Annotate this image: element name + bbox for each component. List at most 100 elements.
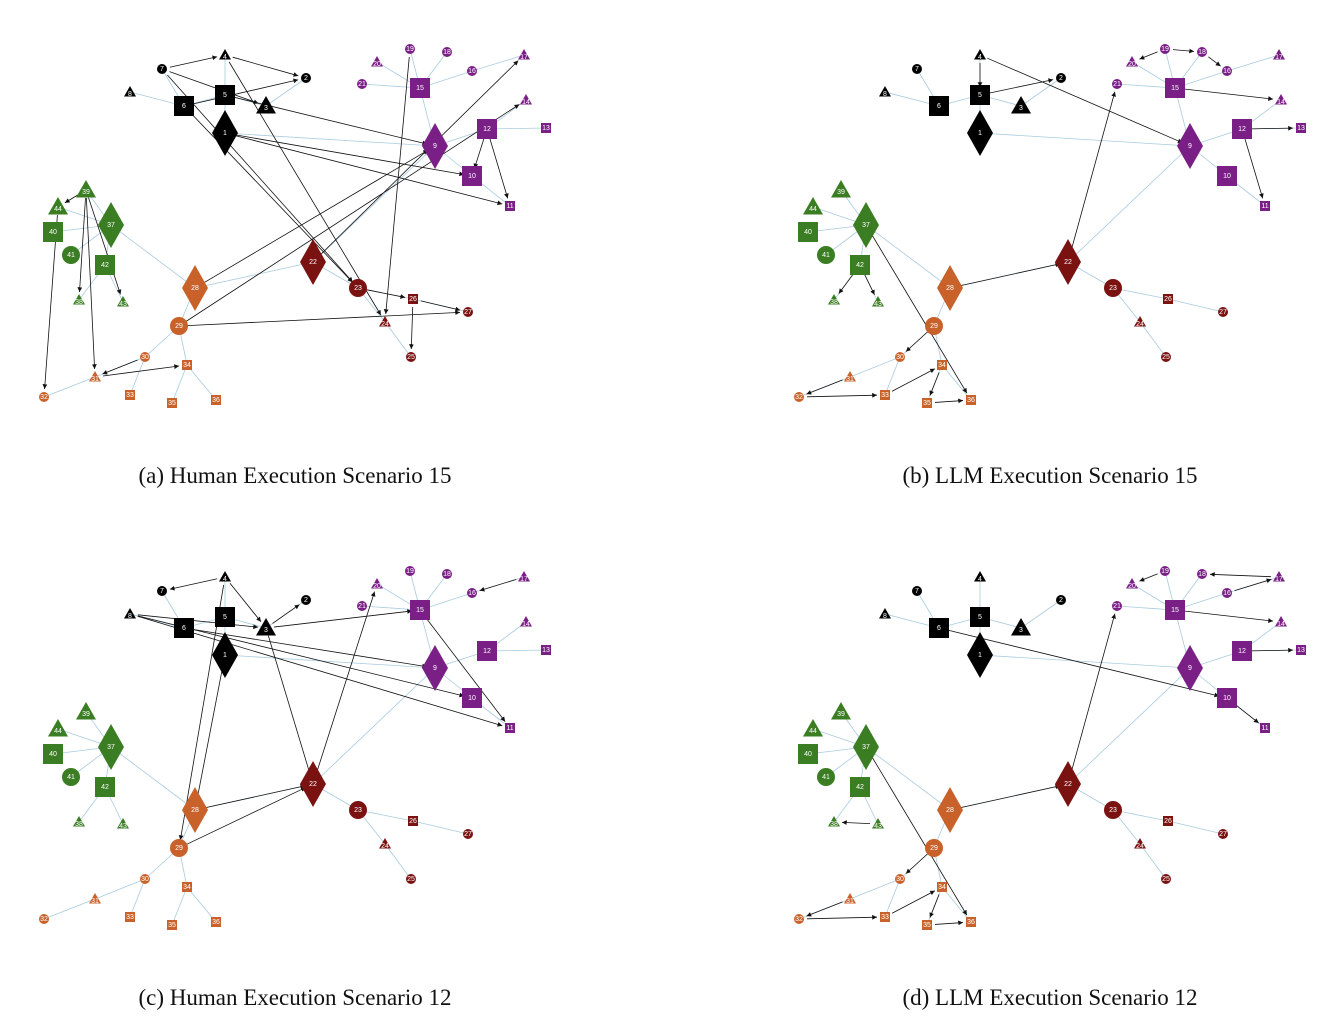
node-label: 43 xyxy=(119,823,127,830)
node-label: 21 xyxy=(358,81,366,88)
node xyxy=(1011,96,1031,114)
node-label: 14 xyxy=(522,621,530,628)
node-label: 10 xyxy=(468,695,476,702)
edge xyxy=(43,898,96,920)
action-edge xyxy=(88,197,122,295)
node xyxy=(95,255,115,275)
node-label: 17 xyxy=(520,54,528,61)
node xyxy=(505,201,515,211)
action-edge xyxy=(420,300,461,312)
node xyxy=(379,316,391,327)
node-label: 43 xyxy=(874,823,882,830)
node xyxy=(170,839,188,857)
caption: (d) LLM Execution Scenario 12 xyxy=(902,985,1197,1010)
node-label: 24 xyxy=(381,321,389,328)
node xyxy=(477,641,497,661)
node xyxy=(300,239,326,285)
action-edge xyxy=(891,890,936,914)
node-label: 21 xyxy=(1113,81,1121,88)
node xyxy=(541,123,551,133)
action-edge xyxy=(841,820,871,825)
node-label: 25 xyxy=(407,876,415,883)
node-label: 13 xyxy=(1297,125,1305,132)
action-edge xyxy=(424,616,506,722)
node xyxy=(850,255,870,275)
action-edge xyxy=(987,78,1054,94)
node xyxy=(1163,294,1173,304)
node-label: 18 xyxy=(443,49,451,56)
action-edge xyxy=(1209,572,1272,578)
node xyxy=(73,816,85,827)
node-label: 3 xyxy=(264,105,268,112)
node-label: 18 xyxy=(1198,49,1206,56)
node xyxy=(853,724,879,770)
node xyxy=(219,571,231,582)
node-label: 23 xyxy=(1109,807,1117,814)
node xyxy=(76,180,96,198)
edge xyxy=(1139,321,1167,358)
node-label: 11 xyxy=(1261,203,1268,210)
node-label: 27 xyxy=(1219,309,1227,316)
node-label: 4 xyxy=(978,576,982,583)
node-label: 28 xyxy=(191,807,199,814)
node xyxy=(463,307,473,317)
node xyxy=(477,119,497,139)
caption: (a) Human Execution Scenario 15 xyxy=(139,463,452,488)
node xyxy=(357,601,367,611)
node xyxy=(174,618,194,638)
node-label: 9 xyxy=(433,143,437,150)
action-edge xyxy=(1249,647,1294,653)
node xyxy=(140,874,150,884)
node-label: 29 xyxy=(175,323,183,330)
node-label: 42 xyxy=(101,784,109,791)
node xyxy=(125,912,135,922)
node-label: 34 xyxy=(183,362,191,369)
edge xyxy=(224,132,436,147)
node xyxy=(43,744,63,764)
node-label: 7 xyxy=(160,66,164,73)
edge xyxy=(384,843,412,880)
action-edge xyxy=(1233,702,1259,724)
node-label: 19 xyxy=(406,46,414,53)
node xyxy=(895,352,905,362)
node xyxy=(937,360,947,370)
node xyxy=(1112,601,1122,611)
node xyxy=(157,64,167,74)
edge xyxy=(129,878,146,918)
node xyxy=(520,616,532,627)
action-edge xyxy=(838,271,856,294)
node xyxy=(95,777,115,797)
node-label: 19 xyxy=(1161,568,1169,575)
action-edge xyxy=(315,591,376,777)
action-edge xyxy=(318,60,519,257)
node xyxy=(1161,352,1171,362)
node xyxy=(1056,73,1066,83)
edge xyxy=(1139,843,1167,880)
node-label: 16 xyxy=(1223,590,1231,597)
node-label: 41 xyxy=(822,252,830,259)
node-label: 33 xyxy=(126,914,134,921)
node-label: 40 xyxy=(804,751,812,758)
node-label: 35 xyxy=(168,922,176,929)
action-edge xyxy=(905,853,929,874)
node-label: 23 xyxy=(354,807,362,814)
node-label: 41 xyxy=(67,252,75,259)
node xyxy=(925,317,943,335)
action-edge xyxy=(488,136,509,199)
action-edge xyxy=(191,78,299,105)
node xyxy=(518,571,530,582)
node-label: 17 xyxy=(1275,576,1283,583)
node-label: 32 xyxy=(40,916,48,923)
node-label: 30 xyxy=(141,354,149,361)
action-edge xyxy=(85,197,97,370)
node xyxy=(48,719,68,737)
node xyxy=(844,371,856,382)
node-label: 6 xyxy=(182,103,186,110)
node xyxy=(182,882,192,892)
node-label: 28 xyxy=(191,285,199,292)
action-edge xyxy=(929,372,940,396)
action-edge xyxy=(946,629,1220,698)
node xyxy=(1165,78,1185,98)
node xyxy=(349,279,367,297)
